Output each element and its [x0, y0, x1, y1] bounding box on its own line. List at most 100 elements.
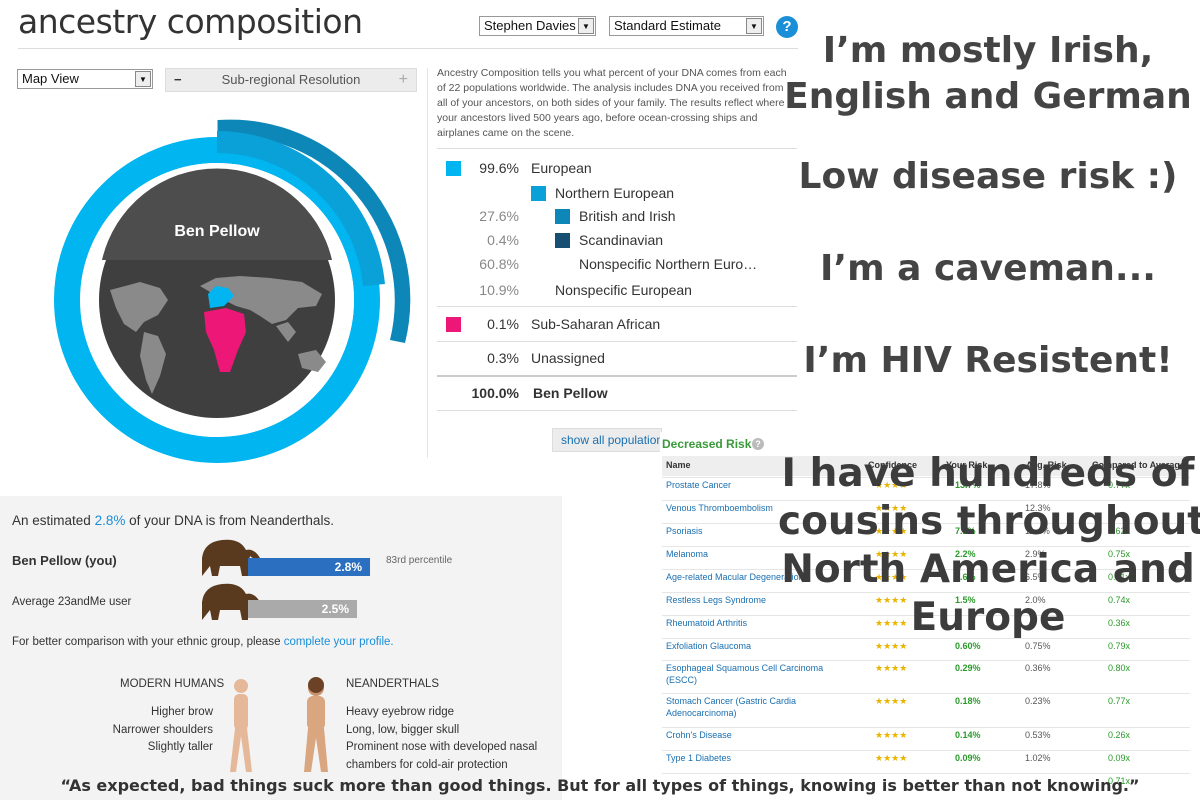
confidence-stars: ★★★★ — [875, 503, 908, 513]
row-label: Nonspecific European — [555, 282, 692, 298]
profile-select[interactable]: Stephen Davies ▼ — [479, 16, 596, 36]
modern-title: MODERN HUMANS — [120, 678, 225, 690]
compared-value: 0.75x — [1108, 549, 1131, 559]
your-risk-value: 4.6% — [955, 572, 976, 582]
row-label: European — [531, 160, 592, 176]
headline-post: of your DNA is from Neanderthals. — [129, 513, 334, 528]
row-divider — [437, 148, 797, 149]
help-icon[interactable]: ? — [752, 438, 764, 450]
risk-condition-link[interactable]: Restless Legs Syndrome — [666, 595, 767, 605]
avg-risk-value: 0.75% — [1025, 641, 1051, 651]
avg-risk-value: 1.02% — [1025, 753, 1051, 763]
your-risk-value: 0.09% — [955, 753, 981, 763]
headline-pre: An estimated — [12, 513, 91, 528]
modern-traits: Higher brow Narrower shoulders Slightly … — [90, 704, 213, 757]
confidence-stars: ★★★★ — [875, 663, 908, 673]
risk-condition-link[interactable]: Melanoma — [666, 549, 709, 559]
percentile-num: 83rd — [386, 555, 407, 566]
risk-condition-link[interactable]: Prostate Cancer — [666, 480, 732, 490]
risk-row-divider — [662, 523, 1190, 524]
breakdown-row[interactable]: 99.6% European — [437, 156, 797, 180]
donut-name: Ben Pellow — [174, 223, 260, 240]
col-name[interactable]: Name — [666, 460, 691, 470]
risk-title: Decreased Risk — [662, 437, 752, 451]
view-select-value: Map View — [22, 71, 79, 86]
risk-condition-link[interactable]: Exfoliation Glaucoma — [666, 641, 752, 651]
compared-value: 0.74x — [1108, 595, 1131, 605]
breakdown-row[interactable]: 10.9% Nonspecific European — [437, 278, 797, 302]
percentile-label: 83rd percentile — [386, 555, 452, 566]
resolution-control[interactable]: − Sub-regional Resolution + — [165, 68, 417, 92]
row-divider — [437, 375, 797, 377]
view-select[interactable]: Map View ▼ — [17, 69, 153, 89]
risk-condition-link[interactable]: Crohn's Disease — [666, 730, 732, 740]
map-region-europe[interactable] — [208, 286, 234, 308]
confidence-stars: ★★★★ — [875, 618, 908, 628]
col-confidence[interactable]: Confidence — [868, 460, 918, 470]
caption-disease: Low disease risk :) — [798, 156, 1178, 197]
risk-row-divider — [662, 569, 1190, 570]
risk-row-divider — [662, 500, 1190, 501]
row-label: Ben Pellow — [533, 385, 608, 401]
avg-risk-value: 0.53% — [1025, 730, 1051, 740]
neanderthal-trait: chambers for cold-air protection — [346, 758, 508, 771]
ancestry-donut-chart[interactable]: Ben Pellow — [40, 110, 420, 490]
plus-icon[interactable]: + — [398, 71, 408, 88]
col-compared[interactable]: Compared to Average — [1092, 460, 1185, 470]
col-avg-risk[interactable]: Avg. Risk — [1026, 460, 1067, 470]
map-region-africa[interactable] — [204, 308, 246, 372]
col-your-risk[interactable]: Your Risk — [946, 460, 988, 470]
estimate-select[interactable]: Standard Estimate ▼ — [609, 16, 764, 36]
breakdown-row[interactable]: 0.4% Scandinavian — [437, 228, 797, 252]
resolution-label: Sub-regional Resolution — [221, 72, 361, 87]
risk-condition-link[interactable]: Rheumatoid Arthritis — [666, 618, 748, 628]
world-map — [110, 276, 326, 394]
compared-value: 0.71x — [1108, 572, 1131, 582]
risk-row-divider — [662, 592, 1190, 593]
minus-icon[interactable]: − — [174, 72, 182, 87]
help-icon[interactable]: ? — [776, 16, 798, 38]
avg-risk-value: 2.0% — [1025, 595, 1046, 605]
quote-caption: “As expected, bad things suck more than … — [60, 776, 1140, 795]
risk-condition-link[interactable]: Adenocarcinoma) — [666, 708, 737, 718]
avg-risk-value: 6.5% — [1025, 572, 1046, 582]
avg-risk-value: 2.9% — [1025, 549, 1046, 559]
compared-value: 0.36x — [1108, 618, 1131, 628]
complete-profile-link[interactable]: complete your profile. — [283, 636, 394, 648]
risk-condition-link[interactable]: Venous Thromboembolism — [666, 503, 773, 513]
row-pct: 27.6% — [479, 208, 519, 224]
estimate-select-value: Standard Estimate — [614, 18, 721, 33]
modern-trait: Narrower shoulders — [112, 723, 213, 736]
breakdown-row[interactable]: 0.1% Sub-Saharan African — [437, 312, 797, 336]
risk-row-divider — [662, 773, 1190, 774]
breakdown-row[interactable]: Northern European — [437, 181, 797, 205]
risk-condition-link[interactable]: Psoriasis — [666, 526, 703, 536]
risk-condition-link[interactable]: Type 1 Diabetes — [666, 753, 732, 763]
caption-line: Europe — [910, 595, 1066, 640]
risk-condition-link[interactable]: Esophageal Squamous Cell Carcinoma — [666, 663, 824, 673]
chevron-down-icon: ▼ — [578, 18, 594, 34]
risk-row-divider — [662, 477, 1190, 478]
row-pct: 60.8% — [479, 256, 519, 272]
header-divider — [18, 48, 798, 49]
neanderthal-panel: An estimated 2.8% of your DNA is from Ne… — [0, 496, 562, 800]
row-pct: 100.0% — [471, 385, 519, 401]
row-label: British and Irish — [579, 208, 676, 224]
breakdown-row[interactable]: 0.3% Unassigned — [437, 346, 797, 370]
risk-condition-link[interactable]: (ESCC) — [666, 675, 697, 685]
breakdown-row[interactable]: 27.6% British and Irish — [437, 204, 797, 228]
risk-row-divider — [662, 693, 1190, 694]
row-label: Nonspecific Northern Euro… — [579, 256, 758, 272]
donut-segment-northern[interactable] — [216, 131, 385, 287]
neanderthal-title: NEANDERTHALS — [346, 678, 440, 690]
risk-condition-link[interactable]: Stomach Cancer (Gastric Cardia — [666, 696, 797, 706]
compare-text: For better comparison with your ethnic g… — [12, 636, 394, 648]
risk-condition-link[interactable]: Age-related Macular Degeneration — [666, 572, 804, 582]
your-risk-value: 7.1% — [955, 526, 976, 536]
breakdown-row[interactable]: 60.8% Nonspecific Northern Euro… — [437, 252, 797, 276]
row-divider — [437, 410, 797, 411]
caption-caveman: I’m a caveman... — [820, 248, 1156, 289]
show-all-populations-button[interactable]: show all populations — [552, 428, 662, 452]
avg-risk-value: 0.23% — [1025, 696, 1051, 706]
neanderthal-figure — [304, 677, 328, 772]
